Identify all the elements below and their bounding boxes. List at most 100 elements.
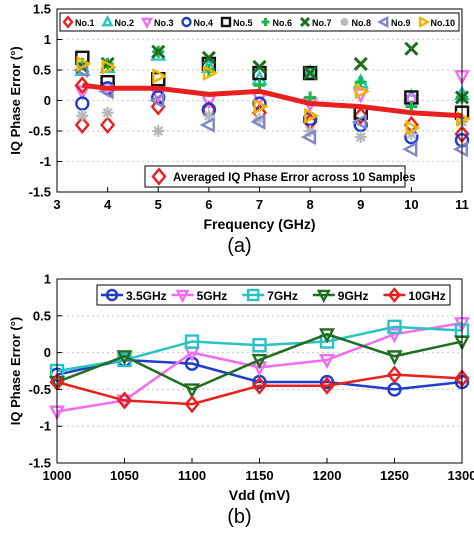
data-point [304,125,317,137]
series-no-10 [76,55,472,136]
y-tick-label: 0 [44,345,51,360]
legend-label: No.8 [352,18,372,28]
legend-entry-no-6: No.6 [261,18,293,28]
legend-label: No.9 [391,18,411,28]
data-point [386,328,403,344]
y-tick-label: -1 [39,419,51,434]
x-ticks-a: 3 4 5 6 7 8 9 10 11 [53,187,469,212]
legend-label: 3.5GHz [126,289,167,303]
data-point [251,376,268,395]
data-point [319,376,335,395]
x-tick-label: 1050 [110,468,139,483]
data-point [101,106,114,119]
data-point [319,328,335,344]
data-point [116,350,133,366]
x-tick-label: 11 [455,197,469,212]
x-tick-label: 3 [53,197,60,212]
legend-label: No.10 [431,18,456,28]
legend-marker [261,18,270,26]
legend-marker [246,288,260,302]
data-point [250,113,266,130]
data-point [405,128,418,141]
legend-label: No.6 [273,18,293,28]
series-b [49,317,470,421]
average-legend: Averaged IQ Phase Error across 10 Sample… [144,165,415,188]
legend-marker [340,18,349,26]
data-point [354,131,367,144]
legend-entry-no-9: No.9 [377,16,411,28]
x-tick-label: 6 [205,197,212,212]
legend-entry-7ghz: 7GHz [242,288,298,303]
data-point [252,338,267,353]
y-tick-label: 1.5 [33,2,51,17]
average-legend-box [144,165,406,188]
y-tick-label: -0.5 [29,382,51,397]
data-point [354,83,370,100]
x-axis-label-a: Frequency (GHz) [203,216,315,232]
x-tick-label: 1250 [380,468,409,483]
data-point [202,65,219,82]
data-point [403,94,420,110]
data-point [152,125,165,137]
data-point [302,65,318,81]
data-point [151,44,166,59]
legend-label: No.2 [115,18,135,28]
y-tick-label: 0 [44,93,51,108]
y-ticks-b: -1.5 -1 -0.5 0 0.5 1 [29,272,62,471]
legend-a: No.1 No.2 No.3 No.4 No.5 No.6 No.7 No.8 No.9 No.1… [59,12,460,32]
y-ticks-a: -1.5 -1 -0.5 0 0.5 1 1.5 [29,2,62,200]
x-tick-label: 7 [256,197,263,212]
legend-entry-no-1: No.1 [62,15,95,29]
legend-label: No.3 [154,18,174,28]
legend-entry-no-3: No.3 [141,17,174,29]
data-point [386,350,403,366]
legend-marker [377,16,389,28]
data-point [76,109,89,122]
panel-b: -1.5 -1 -0.5 0 0.5 1 1000 1050 1100 1150 1200 1250… [8,272,474,529]
legend-label: No.7 [312,18,332,28]
data-point [319,334,335,349]
data-point [202,109,215,122]
data-point [386,365,403,384]
data-point [303,65,318,81]
y-axis-label-b: IQ Phase Error (°) [8,317,23,426]
series-no-5 [75,50,470,120]
legend-marker [220,16,232,28]
legend-marker [387,287,401,303]
data-point [74,76,90,95]
y-tick-label: -1.5 [29,456,51,471]
x-tick-label: 1000 [43,468,72,483]
legend-marker [105,288,119,302]
series-averaged-iq-phase-error-across-10-samples [74,76,463,119]
y-tick-label: -0.5 [29,124,51,139]
subfigure-label-a: (a) [227,235,251,257]
data-point [152,68,168,85]
data-point [199,116,215,133]
series-line-averaged-iq-phase-error-across-10-samples [82,82,463,119]
legend-label: No.5 [233,18,253,28]
data-point [353,106,369,125]
data-point [149,92,165,109]
data-point [75,96,90,111]
legend-entry-9ghz: 9GHz [312,289,368,304]
legend-label: 10GHz [408,289,445,303]
legend-marker [181,16,192,28]
grid-a [57,38,462,163]
data-point [251,361,268,377]
data-point [319,374,335,390]
series-line-10ghz [56,373,463,406]
x-tick-label: 1100 [178,468,206,483]
panel-a: -1.5 -1 -0.5 0 0.5 1 1.5 3 4 5 6 7 8 9 10 11 IQ Phase … [8,2,472,257]
legend-entry-5ghz: 5GHz [171,289,227,304]
x-ticks-b: 1000 1050 1100 1150 1200 1250 1300 [43,458,474,483]
x-tick-label: 4 [104,197,112,212]
data-point [184,383,200,399]
legend-entry-3-5ghz: 3.5GHz [101,288,167,303]
data-point [101,58,117,75]
data-point [354,76,367,89]
x-tick-label: 1300 [448,468,474,483]
data-point [304,107,320,124]
legend-marker [316,289,331,304]
average-legend-label: Averaged IQ Phase Error across 10 Sample… [173,172,415,184]
data-point [74,115,90,134]
